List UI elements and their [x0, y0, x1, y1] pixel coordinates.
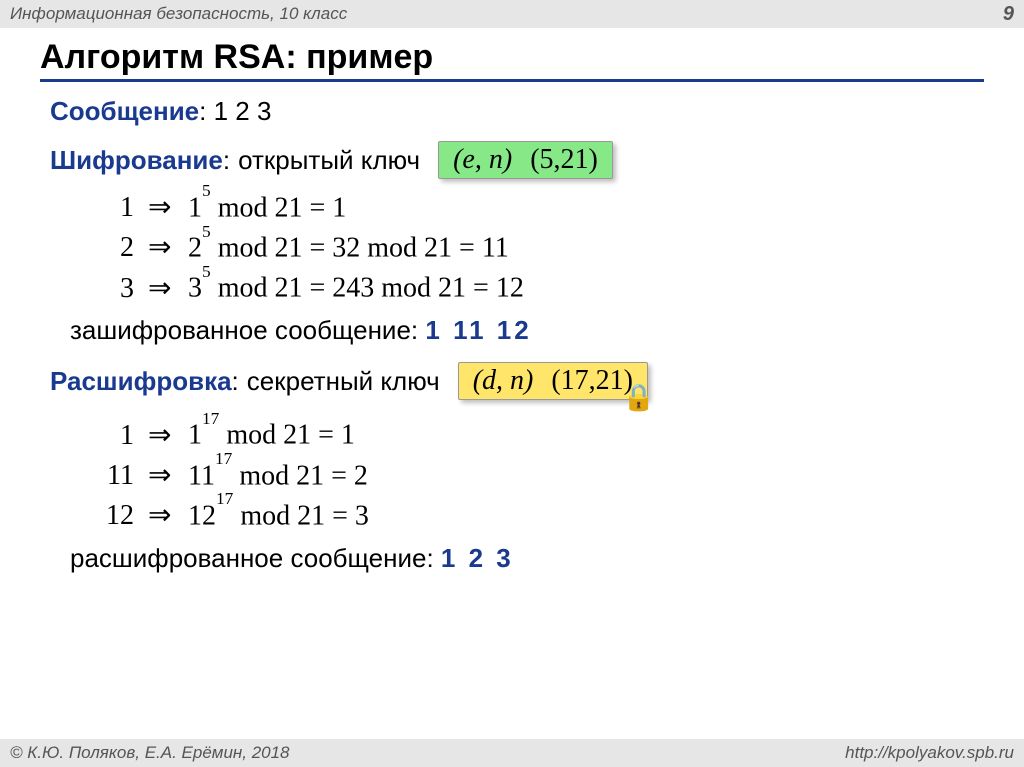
slide-footer: © К.Ю. Поляков, Е.А. Ерёмин, 2018 http:/…	[0, 739, 1024, 767]
equation-row: 1 ⇒ 15 mod 21 = 1	[100, 189, 984, 227]
public-key-numeric: (5,21)	[530, 144, 598, 176]
public-key-box: (e, n) (5,21)	[438, 141, 613, 179]
encryption-equations: 1 ⇒ 15 mod 21 = 1 2 ⇒ 25 mod 21 = 32 mod…	[100, 189, 984, 307]
decrypted-value: 1 2 3	[441, 543, 514, 573]
equation-row: 1 ⇒ 117 mod 21 = 1	[100, 416, 984, 454]
public-key-label: открытый ключ	[238, 145, 420, 176]
page-number: 9	[1003, 3, 1014, 26]
slide-title: Алгоритм RSA: пример	[40, 38, 984, 77]
encryption-line: Шифрование: открытый ключ (e, n) (5,21)	[50, 141, 984, 179]
decryption-line: Расшифровка: секретный ключ (d, n) (17,2…	[50, 362, 984, 400]
decryption-equations: 1 ⇒ 117 mod 21 = 1 11 ⇒ 1117 mod 21 = 2 …	[100, 416, 984, 534]
private-key-symbolic: (d, n)	[473, 365, 534, 397]
message-line: Сообщение: 1 2 3	[50, 96, 984, 127]
footer-url: http://kpolyakov.spb.ru	[845, 743, 1014, 763]
decryption-label: Расшифровка	[50, 366, 232, 396]
message-value: 1 2 3	[214, 96, 272, 126]
title-underline	[40, 79, 984, 82]
footer-authors: © К.Ю. Поляков, Е.А. Ерёмин, 2018	[10, 743, 290, 763]
lock-icon: 🔒	[623, 383, 655, 413]
decrypted-result: расшифрованное сообщение: 1 2 3	[70, 543, 984, 574]
header-subject: Информационная безопасность, 10 класс	[10, 4, 347, 24]
message-label: Сообщение	[50, 96, 199, 126]
private-key-box: (d, n) (17,21) 🔒	[458, 362, 648, 400]
private-key-label: секретный ключ	[247, 366, 440, 397]
equation-row: 12 ⇒ 1217 mod 21 = 3	[100, 497, 984, 535]
public-key-symbolic: (e, n)	[453, 144, 512, 176]
encrypted-result: зашифрованное сообщение: 1 11 12	[70, 315, 984, 346]
slide-header: Информационная безопасность, 10 класс 9	[0, 0, 1024, 28]
equation-row: 3 ⇒ 35 mod 21 = 243 mod 21 = 12	[100, 269, 984, 307]
encryption-label: Шифрование	[50, 145, 223, 175]
slide-content: Алгоритм RSA: пример Сообщение: 1 2 3 Ши…	[0, 28, 1024, 574]
private-key-numeric: (17,21)	[551, 365, 633, 397]
equation-row: 2 ⇒ 25 mod 21 = 32 mod 21 = 11	[100, 229, 984, 267]
encrypted-value: 1 11 12	[425, 315, 531, 345]
encrypted-label: зашифрованное сообщение:	[70, 315, 418, 345]
decrypted-label: расшифрованное сообщение:	[70, 543, 434, 573]
